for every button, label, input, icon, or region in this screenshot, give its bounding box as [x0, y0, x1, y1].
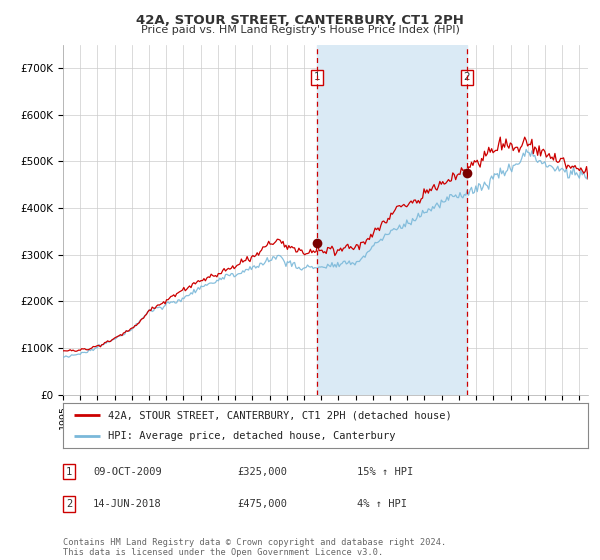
Text: 15% ↑ HPI: 15% ↑ HPI: [357, 466, 413, 477]
Text: 4% ↑ HPI: 4% ↑ HPI: [357, 499, 407, 509]
Text: Price paid vs. HM Land Registry's House Price Index (HPI): Price paid vs. HM Land Registry's House …: [140, 25, 460, 35]
Text: 2: 2: [66, 499, 72, 509]
Text: HPI: Average price, detached house, Canterbury: HPI: Average price, detached house, Cant…: [107, 431, 395, 441]
Text: 1: 1: [66, 466, 72, 477]
Text: 2: 2: [463, 72, 470, 82]
Text: Contains HM Land Registry data © Crown copyright and database right 2024.
This d: Contains HM Land Registry data © Crown c…: [63, 538, 446, 557]
Text: 14-JUN-2018: 14-JUN-2018: [93, 499, 162, 509]
Text: 1: 1: [314, 72, 320, 82]
Text: £325,000: £325,000: [237, 466, 287, 477]
Text: 42A, STOUR STREET, CANTERBURY, CT1 2PH: 42A, STOUR STREET, CANTERBURY, CT1 2PH: [136, 14, 464, 27]
Text: 09-OCT-2009: 09-OCT-2009: [93, 466, 162, 477]
Text: £475,000: £475,000: [237, 499, 287, 509]
Text: 42A, STOUR STREET, CANTERBURY, CT1 2PH (detached house): 42A, STOUR STREET, CANTERBURY, CT1 2PH (…: [107, 410, 451, 421]
Bar: [317, 45, 467, 395]
